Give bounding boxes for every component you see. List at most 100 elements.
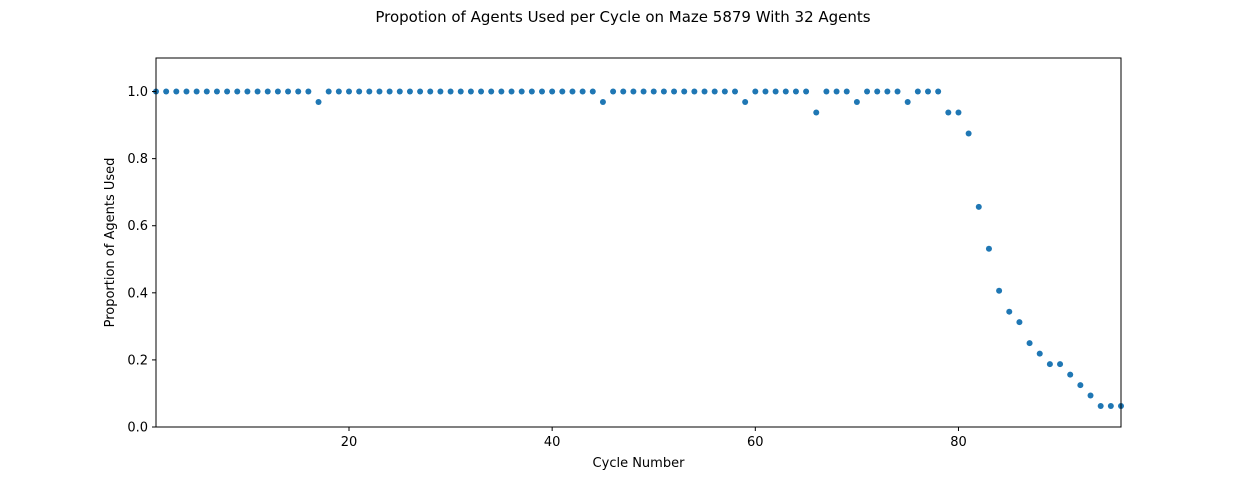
data-point (203, 88, 210, 95)
data-point (996, 287, 1003, 294)
data-point (335, 88, 342, 95)
data-point (285, 88, 292, 95)
data-point (864, 88, 871, 95)
data-point (833, 88, 840, 95)
y-tick-label: 0.8 (127, 152, 148, 167)
data-point (660, 88, 667, 95)
x-axis-ticks: 20 40 60 80 (341, 427, 967, 450)
data-point (1077, 382, 1084, 389)
data-point (772, 88, 779, 95)
data-point (305, 88, 312, 95)
data-point (620, 88, 627, 95)
data-point (701, 88, 708, 95)
y-tick-label: 0.2 (127, 353, 148, 368)
data-point (782, 88, 789, 95)
data-point (894, 88, 901, 95)
y-axis-ticks: 0.0 0.2 0.4 0.6 0.8 1.0 (127, 85, 156, 436)
data-point (224, 88, 231, 95)
data-point (874, 88, 881, 95)
data-point (569, 88, 576, 95)
y-tick-label: 0.0 (127, 421, 148, 436)
data-point (965, 130, 972, 137)
data-point (254, 88, 261, 95)
data-point (599, 99, 606, 106)
data-point (579, 88, 586, 95)
data-point (508, 88, 515, 95)
data-point (366, 88, 373, 95)
data-point (935, 88, 942, 95)
data-point (711, 88, 718, 95)
data-point (315, 99, 322, 106)
data-point (183, 88, 190, 95)
data-point (539, 88, 545, 95)
data-point (762, 88, 769, 95)
data-point (498, 88, 505, 95)
data-point (213, 88, 220, 95)
data-point (528, 88, 535, 95)
data-point (792, 88, 799, 95)
y-tick-label: 0.4 (127, 286, 148, 301)
data-point (925, 88, 931, 95)
data-point (853, 99, 860, 106)
y-tick-label: 1.0 (127, 85, 148, 100)
data-point (325, 88, 332, 95)
data-point (691, 88, 698, 95)
data-point (1026, 340, 1033, 347)
x-axis-label: Cycle Number (593, 456, 686, 471)
data-point (955, 109, 962, 116)
data-points (153, 88, 1124, 410)
data-point (467, 88, 474, 95)
data-point (295, 88, 302, 95)
data-point (437, 88, 444, 95)
data-point (447, 88, 454, 95)
data-point (244, 88, 251, 95)
y-axis-label: Proportion of Agents Used (103, 158, 118, 328)
data-point (1107, 403, 1114, 410)
data-point (1057, 361, 1064, 368)
data-point (610, 88, 617, 95)
data-point (945, 109, 952, 116)
data-point (427, 88, 434, 95)
data-point (356, 88, 363, 95)
data-point (1046, 361, 1053, 368)
data-point (478, 88, 485, 95)
data-point (559, 88, 566, 95)
data-point (346, 88, 352, 95)
data-point (518, 88, 525, 95)
data-point (173, 88, 180, 95)
plot-frame (155, 57, 1122, 428)
data-point (193, 88, 200, 95)
x-tick-label: 20 (341, 435, 358, 450)
data-point (904, 99, 911, 106)
data-point (264, 88, 271, 95)
data-point (681, 88, 688, 95)
data-point (914, 88, 921, 95)
data-point (650, 88, 657, 95)
data-point (985, 245, 992, 252)
data-point (1087, 392, 1094, 399)
data-point (640, 88, 647, 95)
data-point (1097, 403, 1104, 410)
data-point (549, 88, 556, 95)
data-point (721, 88, 728, 95)
data-point (813, 109, 820, 116)
data-point (803, 88, 810, 95)
x-tick-label: 60 (747, 435, 764, 450)
data-point (163, 88, 170, 95)
chart-title: Propotion of Agents Used per Cycle on Ma… (375, 8, 870, 26)
data-point (1067, 371, 1074, 378)
data-point (589, 88, 596, 95)
y-tick-label: 0.6 (127, 219, 148, 234)
data-point (376, 88, 383, 95)
data-point (457, 88, 464, 95)
data-point (752, 88, 759, 95)
data-point (1016, 319, 1023, 326)
data-point (630, 88, 637, 95)
data-point (417, 88, 424, 95)
x-tick-label: 80 (950, 435, 967, 450)
data-point (742, 99, 749, 106)
data-point (488, 88, 495, 95)
data-point (823, 88, 830, 95)
data-point (396, 88, 403, 95)
